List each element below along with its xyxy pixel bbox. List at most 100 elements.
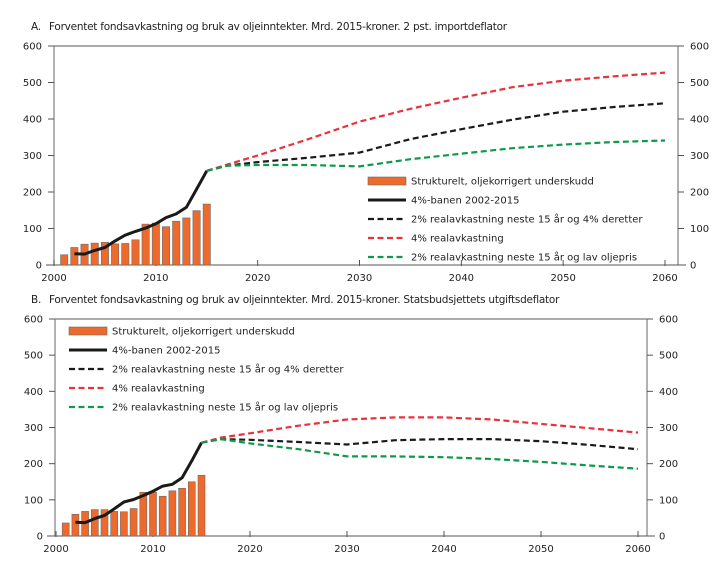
panel-a-title: A. Forventet fondsavkastning og bruk av o…: [31, 21, 507, 33]
panel-a-bar: [111, 243, 120, 266]
panel-b-bar: [197, 474, 206, 537]
panel-a-legend-label: 2% realavkastning neste 15 år og 4% dere…: [411, 213, 643, 226]
panel-a-ytick-label-left: 500: [23, 78, 42, 89]
panel-b-plot: 0 100 200 300 400 500 600 0 100 200 300 400 500 600 20…: [24, 315, 678, 556]
panel-a-title-text: Forventet fondsavkastning og bruk av olj…: [49, 21, 507, 33]
panel-b-line-4pct-return: [201, 416, 639, 444]
panel-b-bar: [120, 511, 128, 537]
panel-b-title-text: Forventet fondsavkastning og bruk av olj…: [49, 294, 560, 306]
panel-b-legend-label: Strukturelt, oljekorrigert underskudd: [112, 327, 295, 338]
panel-b-ytick-label-right: 400: [659, 387, 678, 398]
panel-a-xtick-label: 2010: [143, 273, 168, 284]
panel-b-xtick-label: 2050: [528, 544, 553, 555]
panel-a-bar: [121, 243, 130, 266]
panel-a-bar: [172, 220, 181, 266]
panel-a-bar: [162, 226, 170, 266]
panel-a-legend-swatch-bar: [367, 176, 407, 186]
panel-b-bar: [168, 490, 177, 537]
panel-b-ytick-label-right: 0: [659, 532, 665, 543]
panel-b-xtick-label: 2040: [431, 544, 456, 555]
panel-a-ytick-label-right: 0: [690, 261, 696, 272]
panel-b-legend: Strukturelt, oljekorrigert underskudd 4%-…: [68, 326, 344, 414]
panel-a-bar: [151, 222, 160, 266]
panel-b-bar: [100, 509, 109, 537]
panel-a-legend-label: Strukturelt, oljekorrigert underskudd: [411, 177, 594, 188]
panel-b-title: B. Forventet fondsavkastning og bruk av o…: [31, 294, 559, 306]
panel-a-ytick-label-right: 200: [690, 188, 709, 199]
panel-b-ytick-label-left: 500: [24, 351, 43, 362]
panel-a-bar: [192, 210, 201, 266]
panel-a-label: A.: [31, 21, 41, 33]
panel-a-ytick-label-left: 600: [23, 42, 42, 53]
panel-b-label: B.: [31, 294, 42, 306]
panel-b-line-2pct-then-4pct: [201, 438, 639, 451]
panel-a-xtick-label: 2050: [550, 273, 575, 284]
panel-a-ytick-label-right: 600: [690, 42, 709, 53]
panel-b-bar: [139, 491, 148, 537]
panel-b-bar: [149, 491, 157, 537]
panel-b-bar: [71, 513, 80, 537]
panel-b-legend-swatch-bar: [68, 326, 108, 336]
panel-b-bar: [110, 511, 118, 537]
panel-b-legend-label: 2% realavkastning neste 15 år og 4% dere…: [112, 363, 344, 376]
panel-a-legend-label: 2% realavkastning neste 15 år og lav olj…: [411, 251, 637, 264]
panel-b-bar: [178, 487, 186, 537]
panel-a-ytick-label-left: 400: [23, 115, 42, 126]
panel-a-bar: [182, 217, 191, 266]
panel-a-legend-label: 4% realavkastning: [411, 234, 504, 245]
panel-b-bar: [91, 509, 99, 537]
panel-b-xtick-label: 2020: [237, 544, 262, 555]
panel-b-bar: [158, 495, 167, 537]
panel-a-xtick-label: 2040: [449, 273, 474, 284]
panel-a-bar: [131, 239, 140, 266]
panel-b-ytick-label-left: 400: [24, 387, 43, 398]
panel-a-bar: [141, 223, 150, 266]
panel-a-bar: [202, 203, 211, 266]
panel-b-ytick-label-left: 100: [24, 495, 43, 506]
panel-b-ytick-label-left: 300: [24, 423, 43, 434]
panel-b-ytick-label-left: 600: [24, 315, 43, 326]
panel-a-legend: Strukturelt, oljekorrigert underskudd 4%-…: [367, 176, 643, 264]
panel-b-bar: [129, 508, 138, 537]
panel-a-line-4pct-return: [206, 71, 666, 172]
panel-b-xtick-label: 2060: [625, 544, 650, 555]
panel-b-legend-label: 4%-banen 2002-2015: [112, 346, 220, 357]
panel-a-xtick-label: 2000: [41, 273, 66, 284]
panel-b-bar: [188, 481, 196, 537]
panel-a-xtick-label: 2030: [347, 273, 372, 284]
panel-b-line-2pct-low-oil: [201, 438, 639, 470]
panel-b-ytick-label-left: 0: [37, 532, 43, 543]
panel-a-ytick-label-right: 400: [690, 115, 709, 126]
panel-b-xtick-label: 2010: [140, 544, 165, 555]
panel-b-ytick-label-left: 200: [24, 459, 43, 470]
panel-b-ytick-label-right: 500: [659, 351, 678, 362]
panel-b-line-4pct-path: [75, 441, 203, 525]
panel-a-legend-label: 4%-banen 2002-2015: [411, 196, 519, 207]
panel-a-ytick-label-left: 200: [23, 188, 42, 199]
panel-a-ytick-label-right: 300: [690, 151, 709, 162]
panel-a-xtick-label: 2060: [652, 273, 677, 284]
panel-a-line-4pct-path: [74, 170, 209, 256]
panel-b-legend-label: 4% realavkastning: [112, 384, 205, 395]
panel-a-ytick-label-right: 100: [690, 224, 709, 235]
panel-a-bar: [100, 242, 109, 266]
panel-a-plot: 0 100 200 300 400 500 600 0 100 200 300 400 500 600 20…: [23, 42, 709, 285]
panel-b-ytick-label-right: 600: [659, 315, 678, 326]
panel-b-bar: [61, 522, 70, 537]
panel-b-xtick-label: 2030: [334, 544, 359, 555]
panel-a-ytick-label-left: 0: [36, 261, 42, 272]
panel-a-bar: [90, 242, 99, 266]
panel-a-ytick-label-right: 500: [690, 78, 709, 89]
panel-a-bar: [70, 247, 79, 266]
panel-a-ytick-label-left: 300: [23, 151, 42, 162]
panel-b-ytick-label-right: 300: [659, 423, 678, 434]
panel-a-line-2pct-low-oil: [206, 139, 666, 172]
panel-b-ytick-label-right: 200: [659, 459, 678, 470]
panel-a-ytick-label-left: 100: [23, 224, 42, 235]
panel-a-xtick-label: 2020: [245, 273, 270, 284]
panel-b-ytick-label-right: 100: [659, 495, 678, 506]
panel-b-xtick-label: 2000: [43, 544, 68, 555]
panel-b-legend-label: 2% realavkastning neste 15 år og lav olj…: [112, 401, 338, 414]
panel-a-bar: [60, 254, 69, 266]
